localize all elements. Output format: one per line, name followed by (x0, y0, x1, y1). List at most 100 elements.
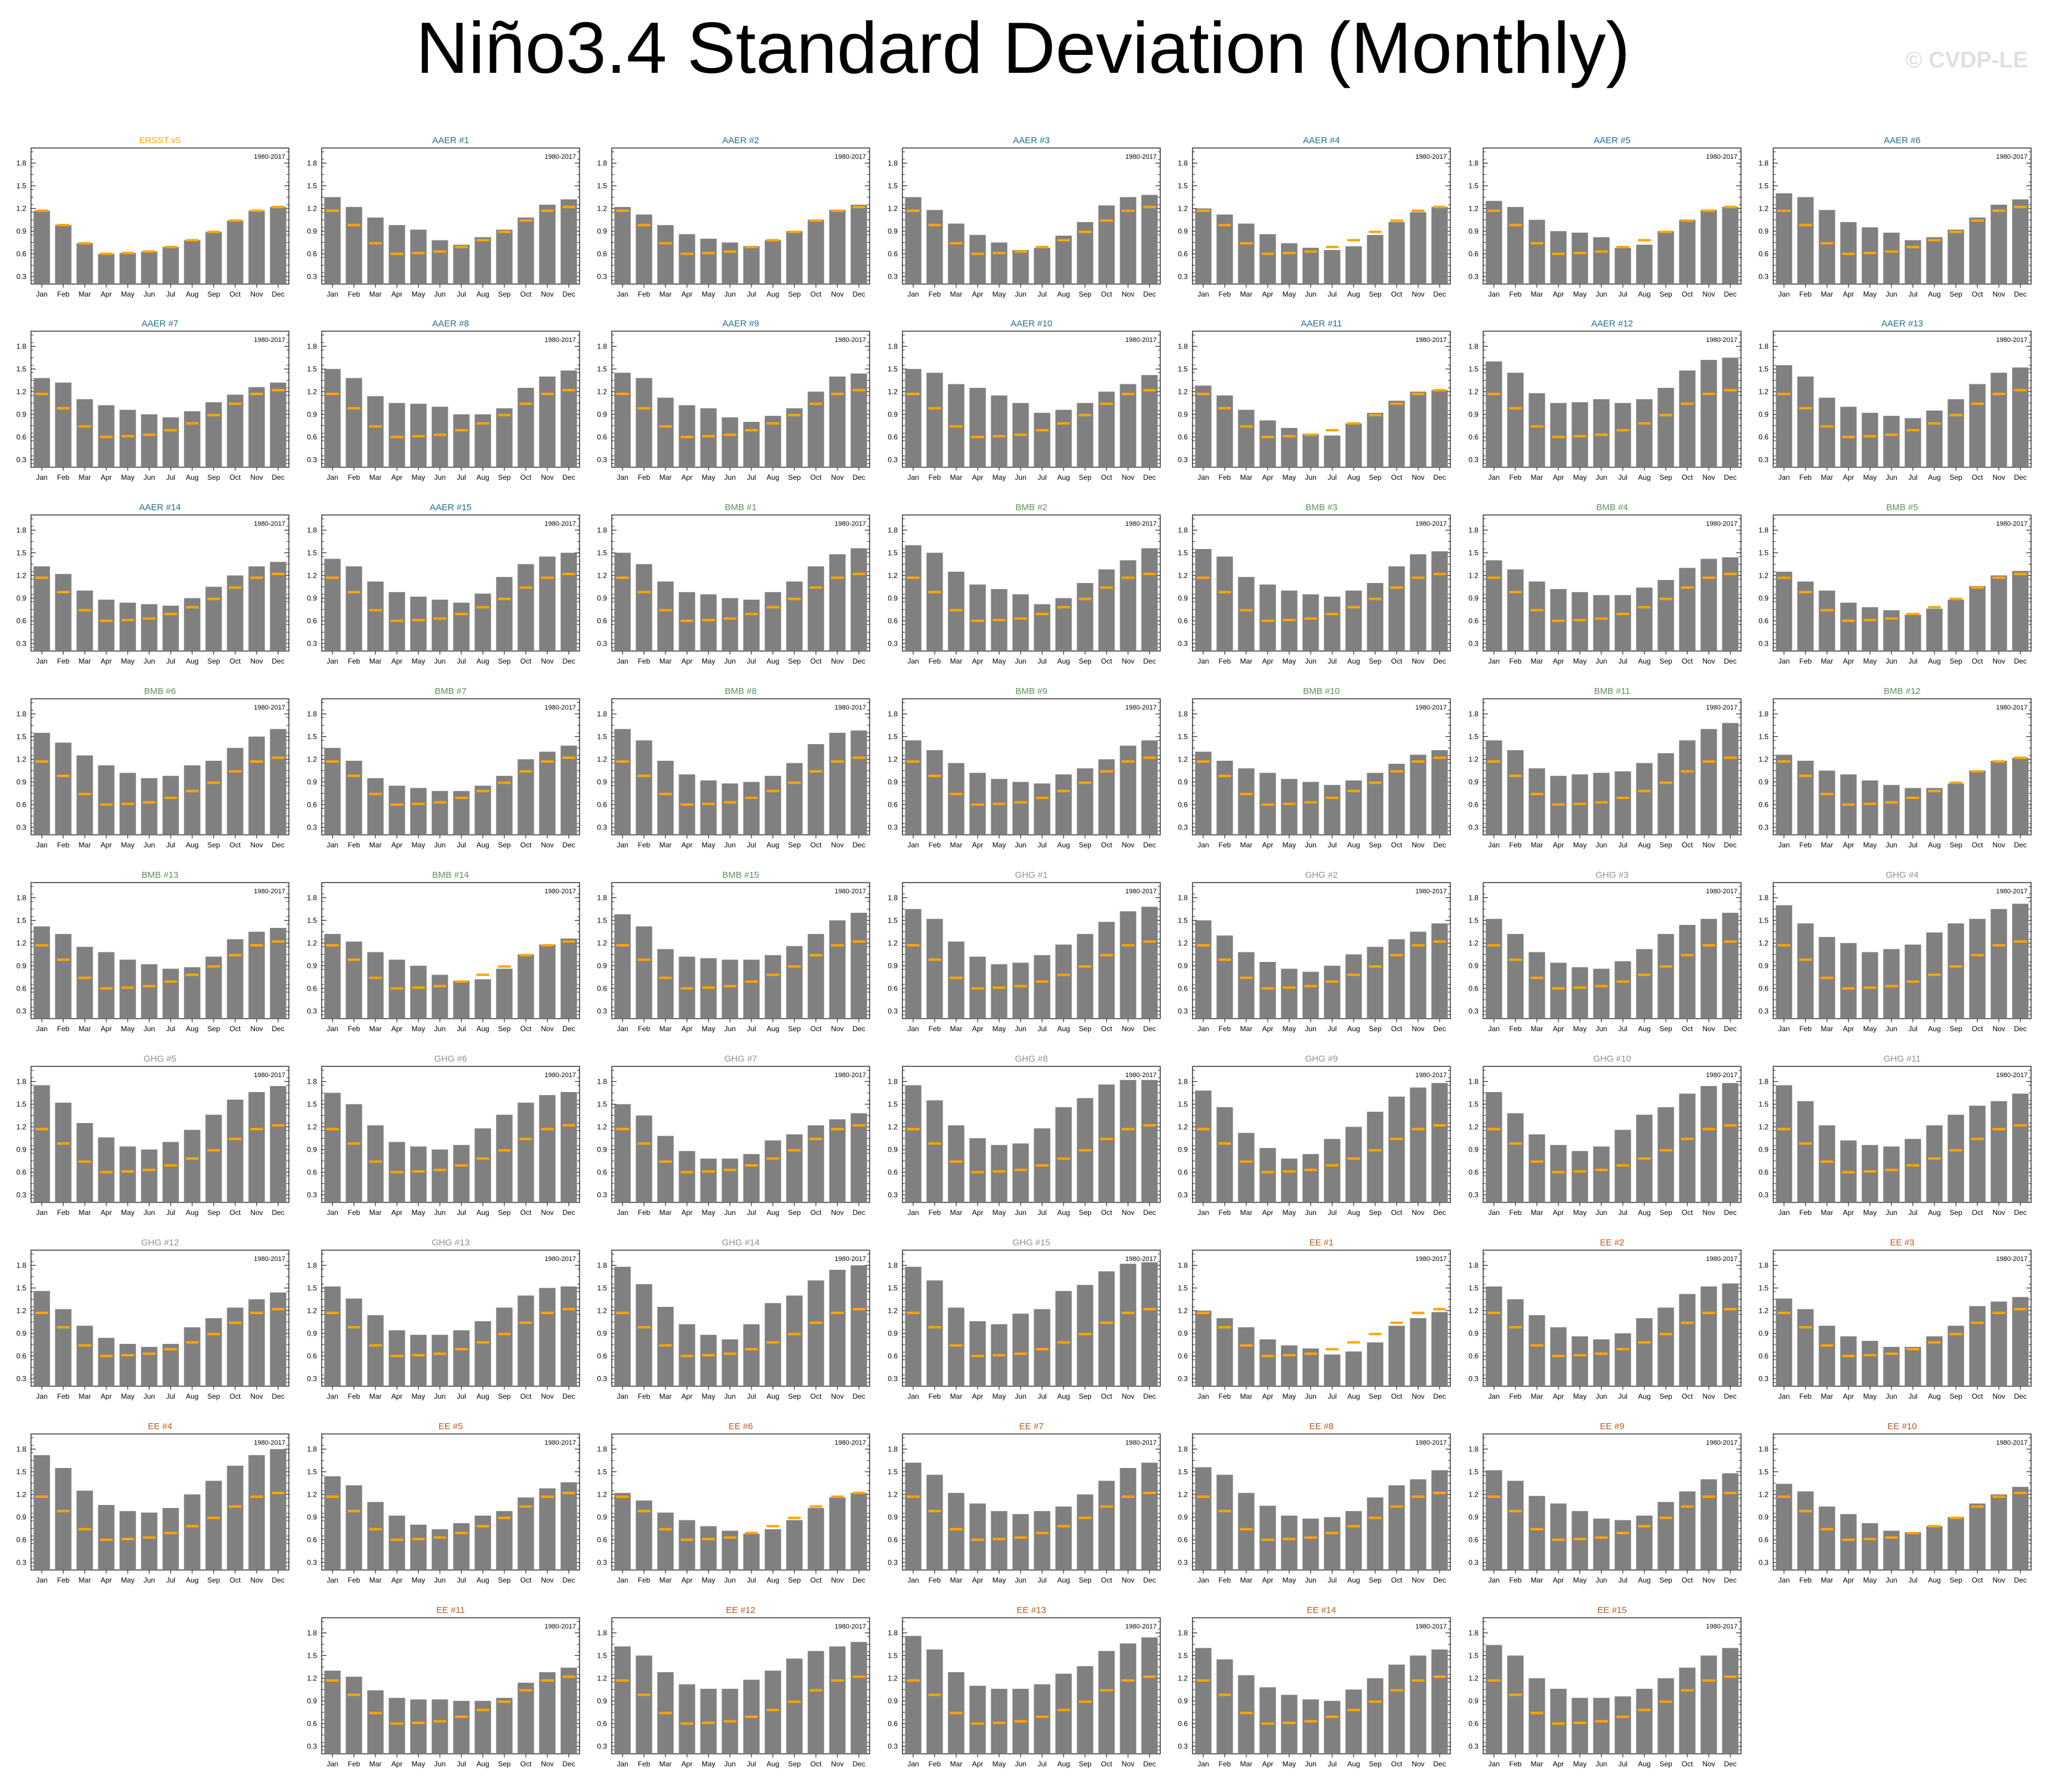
obs-marker (1616, 980, 1629, 983)
y-tick-label: 1.5 (888, 181, 898, 190)
obs-marker (326, 760, 339, 763)
obs-marker (1347, 1157, 1360, 1160)
panel-title: AAER #5 (1594, 135, 1631, 146)
y-tick-label: 0.3 (888, 1374, 898, 1383)
x-tick-label: Mar (369, 841, 382, 849)
obs-marker (35, 1128, 48, 1131)
bar (1302, 594, 1319, 651)
x-tick-label: Jun (434, 290, 445, 298)
obs-marker (35, 209, 48, 212)
x-tick-label: Mar (950, 473, 963, 482)
x-tick-label: Sep (1369, 290, 1382, 298)
obs-marker (1304, 250, 1317, 253)
bar (829, 209, 846, 284)
obs-marker (2014, 205, 2027, 208)
panel-frame (1483, 331, 1742, 468)
obs-marker (993, 986, 1006, 989)
x-tick-label: Jan (617, 1392, 628, 1401)
bar (743, 960, 760, 1019)
bar (905, 740, 922, 835)
bar (227, 748, 244, 835)
x-tick-label: May (412, 290, 426, 298)
obs-marker (1799, 958, 1812, 961)
obs-marker (1971, 402, 1984, 405)
panel-frame (902, 147, 1161, 285)
panel-frame (321, 698, 580, 835)
y-tick-label: 1.5 (307, 732, 317, 741)
bar (1324, 785, 1341, 835)
obs-marker (412, 803, 425, 806)
x-tick-label: Dec (2014, 473, 2026, 482)
panel-title: BMB #2 (1015, 502, 1047, 513)
y-tick-label: 0.3 (597, 272, 607, 280)
bar (55, 225, 72, 284)
obs-marker (1197, 944, 1210, 947)
obs-marker (1820, 609, 1834, 612)
y-tick-label: 0.3 (888, 1007, 898, 1015)
obs-marker (1304, 985, 1317, 988)
obs-marker (1014, 1352, 1027, 1355)
x-tick-label: May (1573, 657, 1587, 665)
bar (1883, 785, 1900, 835)
y-tick-label: 0.6 (307, 433, 317, 441)
obs-marker (1433, 205, 1446, 208)
obs-marker (1842, 803, 1855, 806)
bar (1657, 1107, 1674, 1202)
y-tick-label: 0.9 (888, 410, 898, 418)
bar (1819, 209, 1835, 284)
x-tick-label: Aug (476, 1392, 489, 1401)
x-tick-label: Mar (660, 290, 672, 298)
bar (851, 548, 867, 651)
obs-marker (78, 425, 91, 428)
bar (657, 397, 674, 467)
period-label: 1980-2017 (254, 888, 285, 895)
panel-frame (902, 1066, 1161, 1203)
bar (829, 1119, 846, 1202)
period-label: 1980-2017 (1706, 704, 1737, 711)
bar (1388, 1096, 1405, 1202)
bar (1388, 763, 1405, 835)
bar (496, 576, 513, 651)
bar (1572, 232, 1588, 284)
obs-marker (272, 940, 285, 943)
obs-marker (390, 1355, 403, 1358)
x-tick-label: Sep (1369, 1025, 1382, 1033)
obs-marker (229, 402, 242, 405)
obs-marker (702, 252, 715, 255)
obs-marker (476, 973, 489, 976)
obs-marker (1121, 209, 1135, 212)
y-tick-label: 1.5 (888, 548, 898, 557)
x-tick-label: Jul (747, 657, 756, 665)
x-tick-label: Jun (1015, 290, 1026, 298)
obs-marker (1283, 619, 1296, 622)
bar (474, 593, 491, 651)
panel-title: BMB #10 (1303, 686, 1340, 696)
x-tick-label: Dec (1724, 473, 1736, 482)
obs-marker (1014, 250, 1027, 253)
obs-marker (121, 986, 134, 989)
bar (1195, 1310, 1212, 1386)
obs-marker (928, 591, 941, 594)
bar (560, 745, 577, 835)
bar (614, 914, 631, 1019)
bar (1948, 1115, 1964, 1202)
y-tick-label: 0.6 (1468, 616, 1478, 625)
period-label: 1980-2017 (1415, 704, 1447, 711)
x-tick-label: Feb (929, 1392, 941, 1401)
obs-marker (100, 1355, 113, 1358)
period-label: 1980-2017 (254, 520, 285, 528)
x-tick-label: Mar (369, 290, 382, 298)
obs-marker (1681, 219, 1694, 222)
panel-frame (1192, 331, 1451, 468)
obs-marker (971, 1355, 984, 1358)
bar (367, 1315, 384, 1386)
x-tick-label: Jul (166, 1025, 175, 1033)
period-label: 1980-2017 (1415, 1256, 1447, 1263)
obs-marker (1057, 789, 1070, 792)
x-tick-label: Aug (1928, 290, 1940, 298)
y-tick-label: 1.5 (307, 548, 317, 557)
x-tick-label: Oct (811, 657, 822, 665)
obs-marker (1616, 1164, 1629, 1167)
